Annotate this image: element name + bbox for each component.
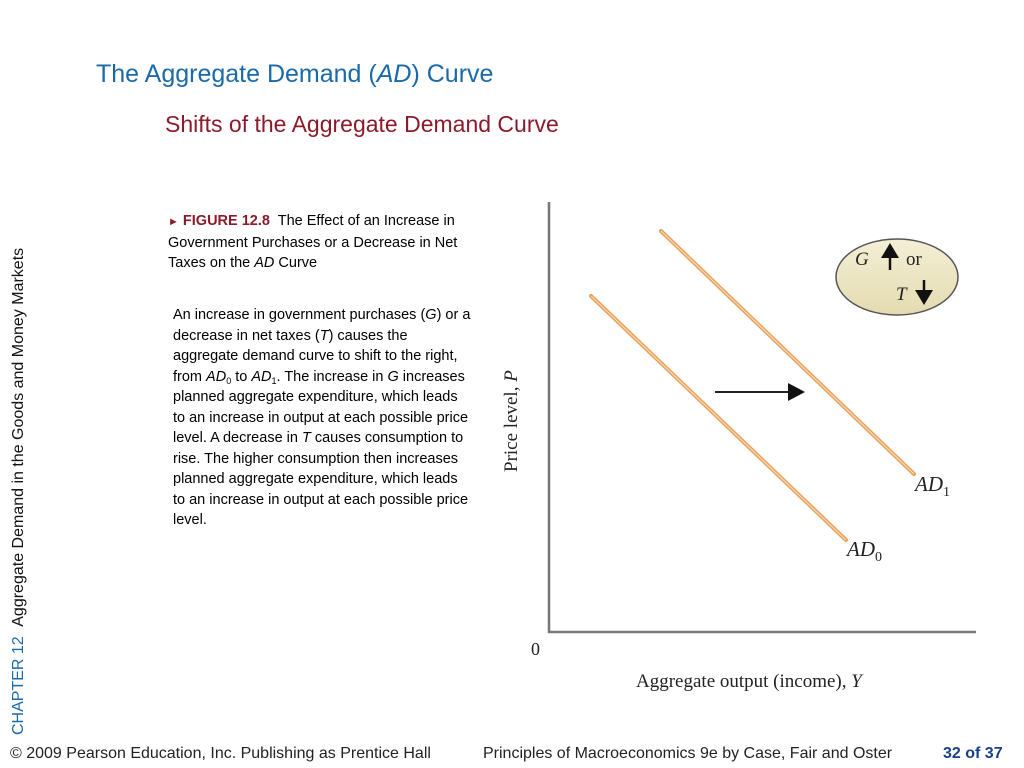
title-end: ) Curve (411, 60, 494, 88)
ad1-curve-highlight (660, 230, 915, 475)
slide-title: The Aggregate Demand (AD) Curve (96, 60, 493, 89)
footer-book-title: Principles of Macroeconomics 9e by Case,… (483, 745, 893, 762)
caption-text-b: Curve (274, 255, 318, 271)
desc-text: causes consumption to rise. The higher c… (173, 430, 469, 528)
desc-var-g: G (425, 307, 437, 323)
desc-var-g: G (387, 368, 399, 385)
figure-caption: ► FIGURE 12.8 The Effect of an Increase … (168, 211, 480, 274)
down-arrow-icon (915, 290, 933, 305)
up-arrow-icon (881, 243, 899, 258)
desc-var-t: T (319, 327, 329, 344)
y-axis-label: Price level, P (501, 370, 522, 472)
title-main: The Aggregate Demand ( (96, 60, 377, 88)
ellipse-or-label: or (906, 249, 923, 270)
ellipse-t-label: T (896, 284, 908, 305)
ad0-label: AD0 (845, 537, 882, 565)
desc-ad1-sub: 1 (271, 375, 277, 386)
desc-text: increases planned aggregate expenditure,… (173, 368, 469, 447)
desc-text: An increase in government purchases ( (173, 307, 426, 323)
desc-text: ) causes the aggregate demand curve to s… (173, 327, 458, 385)
desc-text: to (231, 368, 252, 385)
title-italic: AD (376, 60, 412, 88)
ad0-curve-highlight (590, 295, 847, 541)
desc-ad1: AD (251, 368, 272, 385)
desc-ad0-sub: 0 (226, 375, 232, 386)
desc-var-t: T (301, 430, 311, 446)
desc-text: ) or a decrease in net taxes ( (173, 307, 471, 344)
ad1-label: AD1 (913, 472, 950, 500)
shift-arrow-icon (788, 383, 805, 401)
page-number: 32 of 37 (943, 745, 1003, 762)
desc-text: . The increase in (276, 368, 388, 385)
origin-label: 0 (531, 639, 540, 659)
figure-label: FIGURE 12.8 (182, 213, 270, 229)
slide-subtitle: Shifts of the Aggregate Demand Curve (165, 111, 559, 137)
caption-ad: AD (254, 255, 275, 271)
desc-ad0: AD (206, 368, 227, 385)
caption-text-a: The Effect of an Increase in Government … (168, 213, 458, 271)
x-axis-label: Aggregate output (income), Y (636, 671, 864, 692)
triangle-marker-icon: ► (168, 216, 179, 228)
ellipse-g-label: G (855, 249, 869, 270)
figure-description: An increase in government purchases (G) … (173, 305, 473, 531)
footer-copyright: © 2009 Pearson Education, Inc. Publishin… (10, 745, 431, 762)
